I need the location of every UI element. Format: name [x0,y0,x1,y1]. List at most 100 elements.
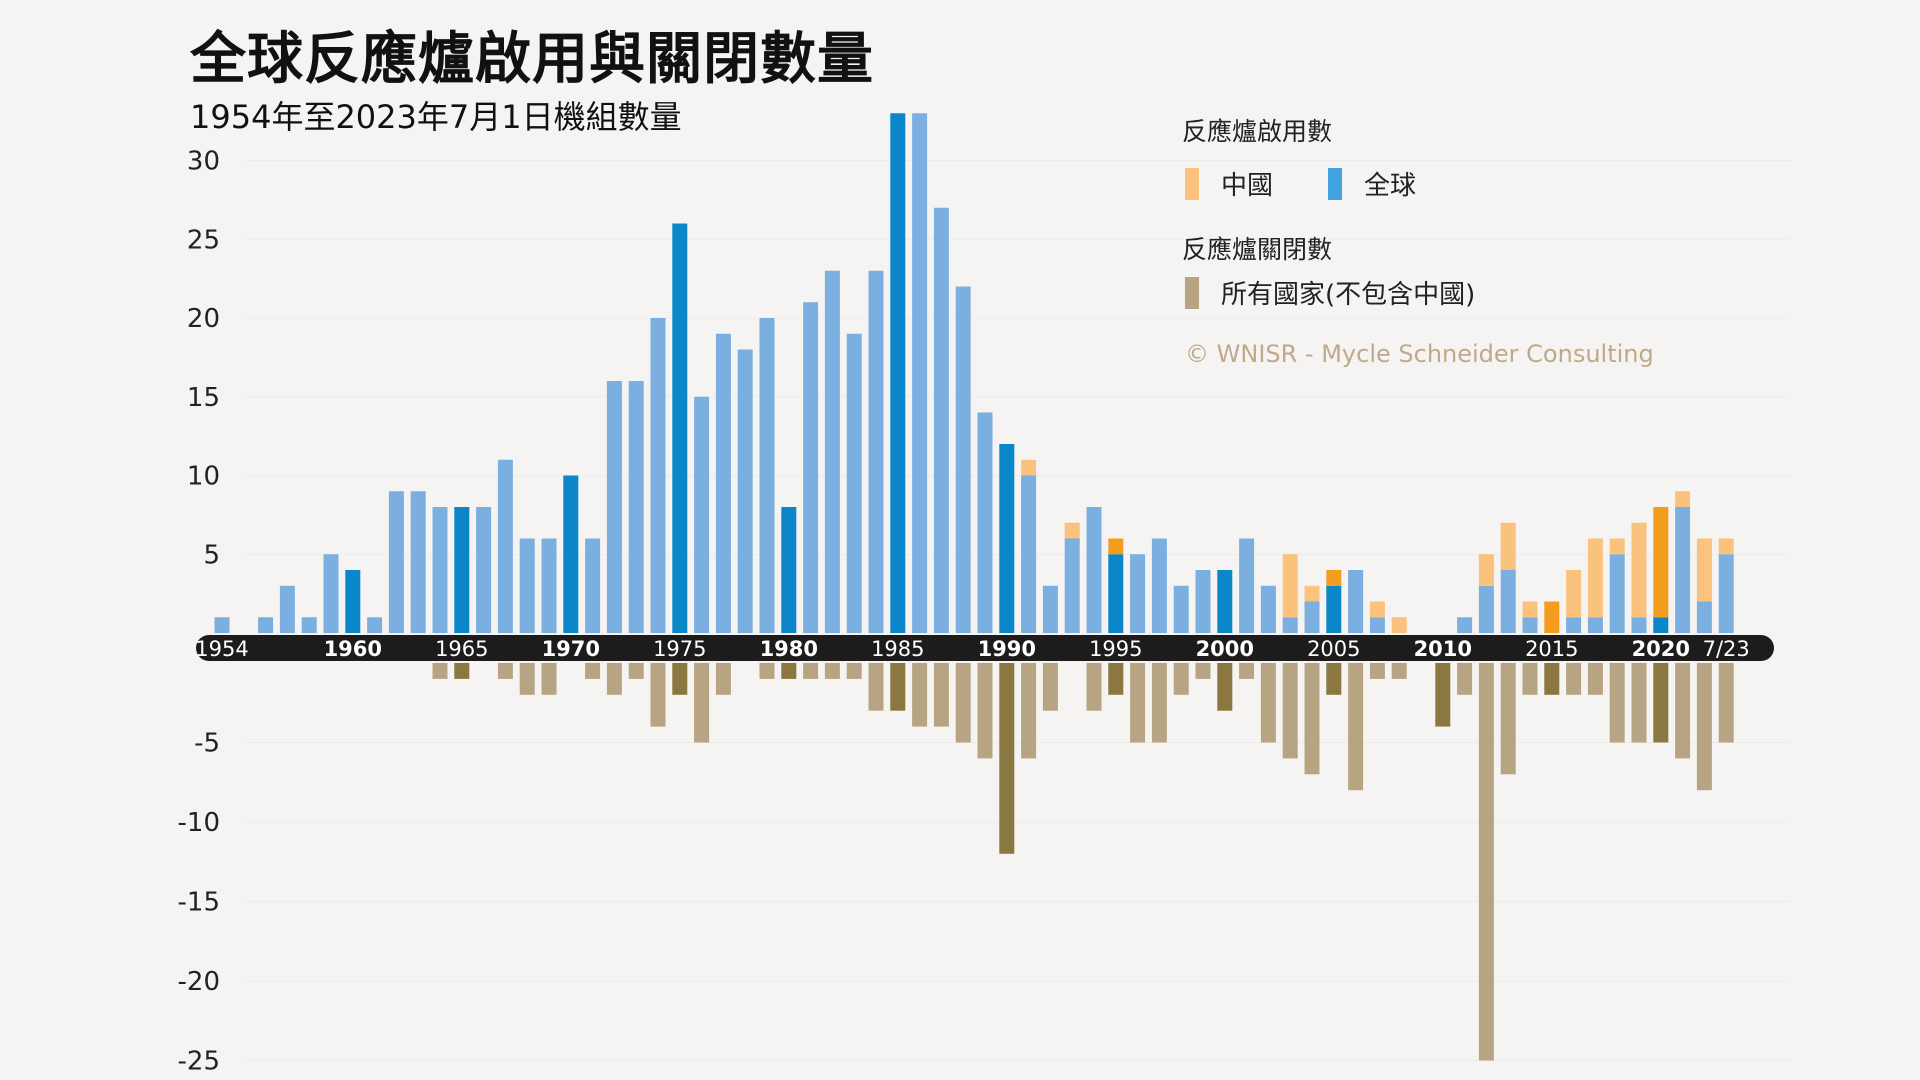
bar-world [1260,585,1276,633]
bar-world [345,570,361,633]
bar-world [1500,570,1516,633]
bar-world [955,286,971,633]
bar-world [672,223,688,633]
bar-world [1609,554,1625,633]
bar-closure [541,663,557,695]
bar-closure [824,663,840,679]
bar-closure [1609,663,1625,743]
bar-closure [1478,663,1494,1061]
bar-world [846,333,862,633]
bar-closure [1326,663,1342,695]
bar-world [1108,554,1124,633]
legend-item-world: 全球 [1328,165,1416,202]
bar-closure [955,663,971,743]
chart-subtitle: 1954年至2023年7月1日機組數量 [190,98,682,136]
x-tick-label: 1975 [653,637,706,661]
bar-world [323,554,339,633]
bar-world [890,113,906,633]
legend-startups-heading: 反應爐啟用數 [1182,117,1333,146]
bar-world [541,538,557,633]
legend-swatch-world [1328,167,1342,200]
x-tick-label: 1990 [978,637,1036,661]
bar-closure [1086,663,1102,711]
bar-world [1217,570,1233,633]
bar-world [977,412,993,633]
bar-world [1130,554,1146,633]
bar-world [1064,538,1080,633]
bar-world [1369,617,1385,633]
bar-closure [1217,663,1233,711]
bar-world [1457,617,1473,633]
bar-closure [1042,663,1058,711]
bar-china [1675,491,1691,507]
bar-world [258,617,274,633]
bar-china [1282,554,1298,618]
bar-world [759,318,775,633]
legend-swatch-closures [1185,276,1199,309]
x-tick-label: 1960 [324,637,382,661]
x-tick-label: 2005 [1307,637,1360,661]
bar-world [301,617,317,633]
x-tick-label: 2010 [1414,637,1472,661]
bar-closure [1391,663,1407,679]
bar-china [1391,617,1407,633]
bar-world [1282,617,1298,633]
bar-closure [1304,663,1320,775]
bar-world [824,270,840,633]
bar-world [410,491,426,633]
bar-china [1369,601,1385,618]
y-tick-label: 5 [203,540,220,570]
bar-closure [1653,663,1669,743]
bar-closure [1718,663,1734,743]
bar-world [1304,601,1320,633]
bar-closure [1173,663,1189,695]
bar-world [1587,617,1603,633]
bar-world [1151,538,1167,633]
bar-china [1522,601,1538,618]
bar-closure [1435,663,1451,727]
bar-closure [759,663,775,679]
bar-china [1064,522,1080,539]
bar-closure [1108,663,1124,695]
bar-closure [1260,663,1276,743]
y-tick-label: -25 [178,1047,220,1077]
y-tick-label: 25 [187,225,220,255]
bar-world [1042,585,1058,633]
legend-label-world: 全球 [1364,171,1417,201]
bar-world [519,538,535,633]
bar-world [694,396,710,633]
bar-china [1718,538,1734,555]
x-tick-label: 1985 [871,637,924,661]
bar-closure [933,663,949,727]
bar-world [1631,617,1647,633]
bar-world [715,333,731,633]
y-tick-label: -5 [194,729,220,759]
bar-china [1587,538,1603,618]
bar-china [1544,601,1560,633]
bar-closure [650,663,666,727]
bar-world [781,507,797,633]
bar-closure [1239,663,1255,679]
legend-label-china: 中國 [1221,171,1274,201]
bar-world [1086,507,1102,633]
bar-closure [1457,663,1473,695]
y-tick-label: -20 [178,967,220,997]
bar-world [1675,507,1691,633]
bar-world [1173,585,1189,633]
chart-title: 全球反應爐啟用與關閉數量 [190,27,874,92]
y-tick-label: -10 [178,808,220,838]
bar-closure [1130,663,1146,743]
bar-world [476,507,492,633]
bar-world [432,507,448,633]
legend-closures-heading: 反應爐關閉數 [1182,235,1333,264]
bar-world [454,507,470,633]
bar-world [628,381,644,633]
legend-label-closures: 所有國家(不包含中國) [1221,280,1476,310]
bar-world [606,381,622,633]
bar-closure [1566,663,1582,695]
bar-world [1478,585,1494,633]
bar-closure [1696,663,1712,791]
bar-closure [585,663,601,679]
bar-world [563,475,579,633]
